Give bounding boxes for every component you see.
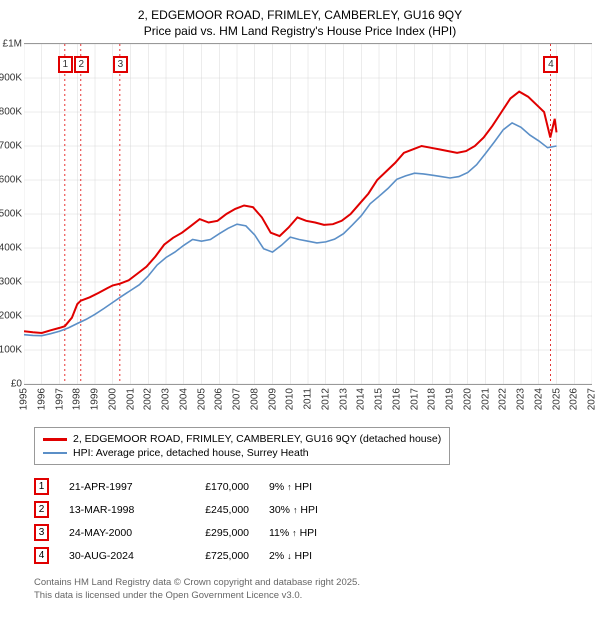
sale-pct: 30% ↑ HPI [269,504,349,516]
y-tick-label: £400K [0,243,22,254]
sale-row-marker: 3 [34,524,49,541]
x-tick-label: 2011 [303,388,314,410]
sale-price: £295,000 [179,527,249,539]
x-tick-label: 1996 [36,388,47,410]
sale-marker-3: 3 [113,56,128,73]
x-tick-label: 2022 [498,388,509,410]
y-tick-label: £200K [0,311,22,322]
legend-swatch [43,438,67,441]
x-tick-label: 2001 [125,388,136,410]
x-tick-label: 2004 [178,388,189,410]
title-line-2: Price paid vs. HM Land Registry's House … [8,24,592,40]
footer: Contains HM Land Registry data © Crown c… [34,577,592,602]
y-tick-label: £900K [0,73,22,84]
sale-row: 1 21-APR-1997 £170,000 9% ↑ HPI [34,475,592,498]
y-tick-label: £500K [0,209,22,220]
x-tick-label: 2000 [107,388,118,410]
x-tick-label: 1997 [54,388,65,410]
sale-pct: 11% ↑ HPI [269,527,349,539]
sale-marker-1: 1 [58,56,73,73]
x-tick-label: 2018 [427,388,438,410]
y-tick-label: £700K [0,141,22,152]
x-tick-label: 2017 [409,388,420,410]
x-tick-label: 2027 [587,388,598,410]
x-tick-label: 2014 [356,388,367,410]
sale-date: 21-APR-1997 [69,481,159,493]
y-tick-label: £100K [0,345,22,356]
x-tick-label: 2026 [569,388,580,410]
x-tick-label: 2025 [551,388,562,410]
sale-pct: 9% ↑ HPI [269,481,349,493]
legend-label: 2, EDGEMOOR ROAD, FRIMLEY, CAMBERLEY, GU… [73,433,441,445]
x-tick-label: 2010 [285,388,296,410]
x-tick-label: 1998 [72,388,83,410]
sale-date: 13-MAR-1998 [69,504,159,516]
sale-marker-4: 4 [543,56,558,73]
legend-row: HPI: Average price, detached house, Surr… [43,446,441,460]
sale-row: 4 30-AUG-2024 £725,000 2% ↓ HPI [34,544,592,567]
x-tick-label: 2016 [391,388,402,410]
sale-row: 2 13-MAR-1998 £245,000 30% ↑ HPI [34,498,592,521]
x-tick-label: 1999 [90,388,101,410]
sale-price: £725,000 [179,550,249,562]
x-tick-label: 2015 [374,388,385,410]
sale-date: 24-MAY-2000 [69,527,159,539]
x-tick-label: 2012 [320,388,331,410]
x-tick-label: 2020 [462,388,473,410]
chart-area: £0£100K£200K£300K£400K£500K£600K£700K£80… [24,43,592,385]
sale-price: £245,000 [179,504,249,516]
chart-title: 2, EDGEMOOR ROAD, FRIMLEY, CAMBERLEY, GU… [8,8,592,39]
title-line-1: 2, EDGEMOOR ROAD, FRIMLEY, CAMBERLEY, GU… [8,8,592,24]
legend-row: 2, EDGEMOOR ROAD, FRIMLEY, CAMBERLEY, GU… [43,432,441,446]
y-tick-label: £600K [0,175,22,186]
sale-pct: 2% ↓ HPI [269,550,349,562]
x-tick-label: 2008 [249,388,260,410]
x-tick-label: 2005 [196,388,207,410]
sale-row-marker: 2 [34,501,49,518]
sale-row-marker: 4 [34,547,49,564]
x-tick-label: 2013 [338,388,349,410]
x-tick-label: 2006 [214,388,225,410]
x-tick-label: 1995 [19,388,30,410]
sale-row: 3 24-MAY-2000 £295,000 11% ↑ HPI [34,521,592,544]
legend-label: HPI: Average price, detached house, Surr… [73,447,309,459]
sale-date: 30-AUG-2024 [69,550,159,562]
sale-marker-2: 2 [74,56,89,73]
x-tick-label: 2009 [267,388,278,410]
x-tick-label: 2021 [480,388,491,410]
y-tick-label: £300K [0,277,22,288]
y-axis: £0£100K£200K£300K£400K£500K£600K£700K£80… [0,44,24,384]
sale-price: £170,000 [179,481,249,493]
footer-line-1: Contains HM Land Registry data © Crown c… [34,577,592,589]
sale-row-marker: 1 [34,478,49,495]
x-tick-label: 2007 [232,388,243,410]
x-tick-label: 2024 [533,388,544,410]
legend-swatch [43,452,67,454]
x-tick-label: 2023 [516,388,527,410]
sales-table: 1 21-APR-1997 £170,000 9% ↑ HPI 2 13-MAR-1998… [34,475,592,567]
footer-line-2: This data is licensed under the Open Gov… [34,590,592,602]
x-tick-label: 2002 [143,388,154,410]
x-tick-label: 2003 [161,388,172,410]
legend: 2, EDGEMOOR ROAD, FRIMLEY, CAMBERLEY, GU… [34,427,450,465]
y-tick-label: £1M [3,39,22,50]
x-tick-label: 2019 [445,388,456,410]
plot-svg [24,44,592,384]
y-tick-label: £800K [0,107,22,118]
